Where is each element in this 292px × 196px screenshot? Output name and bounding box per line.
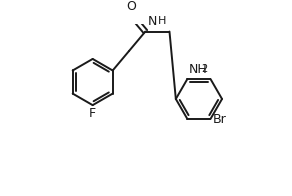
Text: Br: Br (213, 113, 227, 126)
Text: NH: NH (189, 63, 208, 76)
Text: N: N (148, 15, 157, 28)
Text: O: O (126, 0, 135, 14)
Text: F: F (89, 107, 96, 121)
Text: H: H (158, 16, 166, 26)
Text: 2: 2 (201, 64, 208, 74)
